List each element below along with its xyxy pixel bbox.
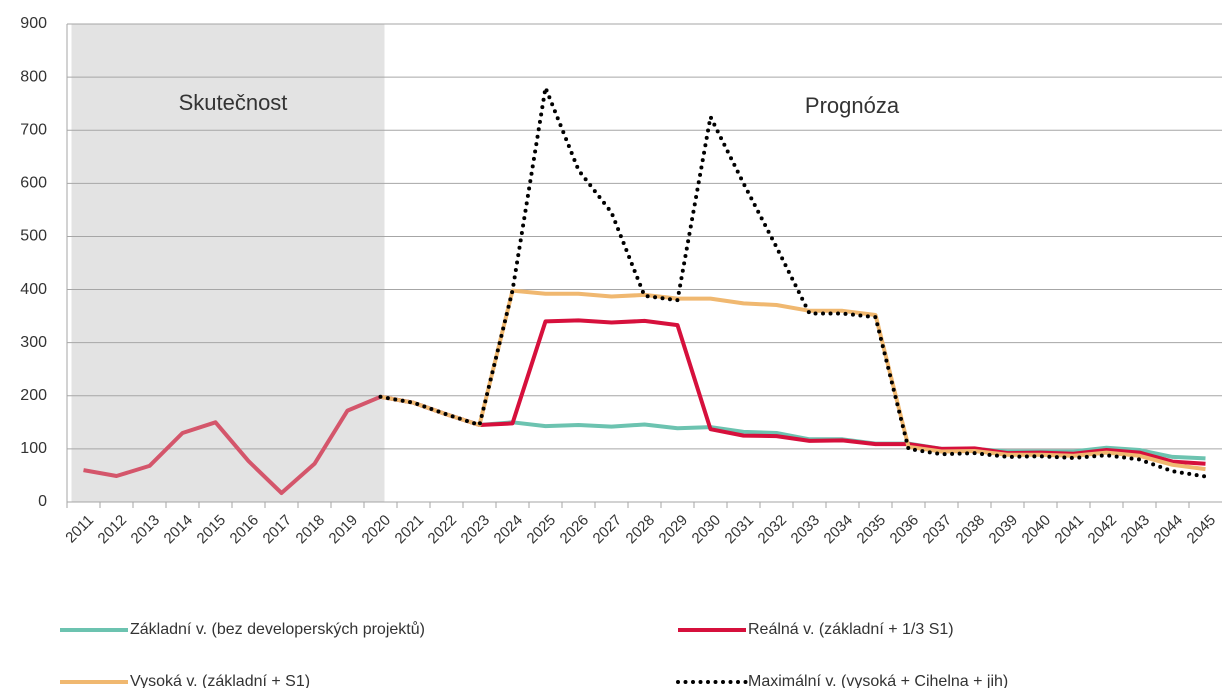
series-line: [378, 85, 1208, 479]
y-tick-label: 200: [20, 387, 47, 404]
x-tick-label: 2036: [887, 512, 923, 548]
legend: Základní v. (bez developerských projektů…: [60, 620, 1008, 688]
x-tick-label: 2022: [425, 512, 461, 548]
annotation: Skutečnost: [179, 90, 288, 115]
y-tick-label: 800: [20, 68, 47, 85]
x-tick-label: 2023: [458, 512, 494, 548]
series-line: [380, 288, 1206, 472]
x-tick-label: 2032: [755, 512, 791, 548]
x-tick-label: 2013: [128, 512, 164, 548]
x-tick-label: 2040: [1019, 512, 1055, 548]
x-tick-label: 2029: [656, 512, 692, 548]
series-line: [380, 394, 1206, 461]
x-tick-label: 2033: [788, 512, 824, 548]
y-tick-label: 600: [20, 175, 47, 192]
x-tick-label: 2018: [293, 512, 329, 548]
y-tick-label: 400: [20, 281, 47, 298]
x-tick-label: 2020: [359, 512, 395, 548]
y-tick-label: 100: [20, 440, 47, 457]
x-tick-label: 2039: [986, 512, 1022, 548]
legend-label: Vysoká v. (základní + S1): [130, 673, 310, 688]
x-tick-label: 2042: [1085, 512, 1121, 548]
plot: 0 100 200 300 400 500 600 700 800 900 201120122013…: [20, 15, 1222, 547]
series-line: [380, 318, 1206, 466]
x-tick-label: 2031: [722, 512, 758, 548]
y-tick-label: 500: [20, 228, 47, 245]
legend-label: Základní v. (bez developerských projektů…: [130, 620, 425, 638]
x-tick-label: 2038: [953, 512, 989, 548]
x-tick-label: 2035: [854, 512, 890, 548]
x-tick-label: 2017: [260, 512, 296, 548]
x-tick-label: 2045: [1184, 512, 1220, 548]
y-tick-label: 700: [20, 121, 47, 138]
legend-label: Maximální v. (vysoká + Cihelna + jih): [748, 673, 1008, 688]
actual-region: [71, 24, 385, 502]
x-tick-label: 2043: [1118, 512, 1154, 548]
x-tick-label: 2028: [623, 512, 659, 548]
x-tick-label: 2014: [161, 512, 197, 548]
x-tick-label: 2011: [62, 512, 97, 547]
y-tick-label: 0: [38, 493, 47, 510]
x-tick-label: 2012: [95, 512, 131, 548]
x-tick-label: 2015: [194, 512, 230, 548]
x-tick-label: 2021: [392, 512, 428, 548]
series-line: [83, 394, 382, 495]
annotation: Prognóza: [805, 93, 900, 118]
x-tick-label: 2026: [557, 512, 593, 548]
y-tick-label: 300: [20, 334, 47, 351]
legend-label: Reálná v. (základní + 1/3 S1): [748, 621, 954, 638]
x-tick-label: 2037: [920, 512, 956, 548]
x-tick-label: 2044: [1151, 512, 1187, 548]
y-tick-label: 900: [20, 15, 47, 32]
x-tick-label: 2034: [821, 512, 857, 548]
x-tick-label: 2030: [689, 512, 725, 548]
x-tick-label: 2041: [1052, 512, 1088, 548]
x-tick-label: 2019: [326, 512, 362, 548]
x-tick-label: 2024: [491, 512, 527, 548]
x-tick-label: 2027: [590, 512, 626, 548]
x-tick-label: 2016: [227, 512, 263, 548]
x-tick-label: 2025: [524, 512, 560, 548]
